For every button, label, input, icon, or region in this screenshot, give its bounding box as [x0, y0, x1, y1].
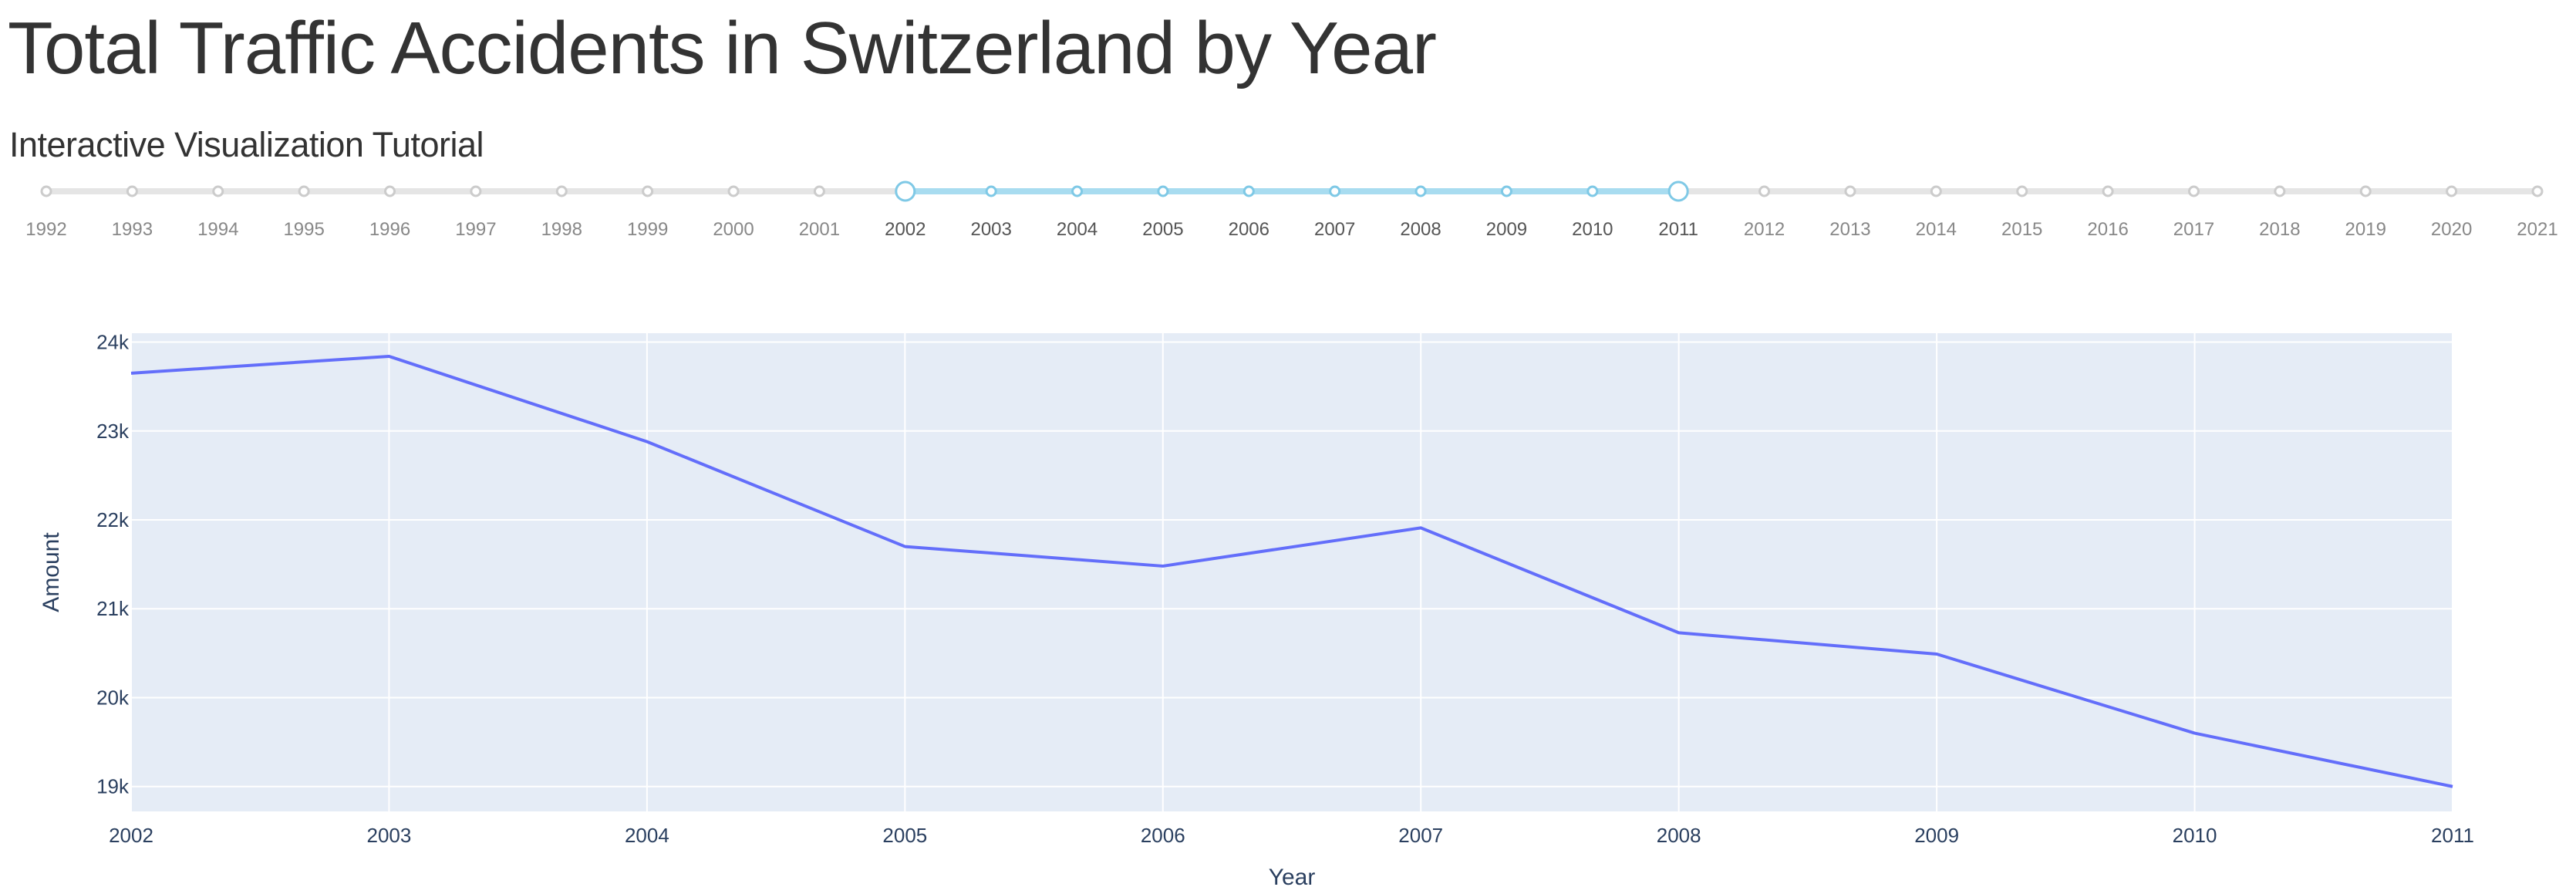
x-axis-title: Year [1269, 865, 1316, 887]
x-tick-label: 2005 [882, 824, 927, 847]
slider-tick-label[interactable]: 2011 [1658, 219, 1698, 240]
slider-tick[interactable] [298, 185, 310, 197]
y-tick-label: 21k [96, 597, 130, 620]
slider-tick[interactable] [642, 185, 654, 197]
x-tick-label: 2007 [1398, 824, 1443, 847]
y-tick-label: 19k [96, 775, 130, 798]
slider-tick-label[interactable]: 2019 [2345, 219, 2386, 240]
slider-tick-label[interactable]: 2001 [799, 219, 840, 240]
slider-tick-label[interactable]: 1999 [627, 219, 668, 240]
slider-tick-label[interactable]: 2006 [1229, 219, 1269, 240]
slider-tick[interactable] [2446, 185, 2458, 197]
slider-tick-label[interactable]: 1998 [541, 219, 582, 240]
slider-tick-label[interactable]: 1996 [369, 219, 410, 240]
data-point[interactable] [383, 351, 394, 362]
slider-tick[interactable] [1071, 185, 1084, 197]
slider-tick[interactable] [1930, 185, 1942, 197]
slider-tick[interactable] [2531, 185, 2544, 197]
data-point[interactable] [2447, 781, 2458, 792]
slider-tick[interactable] [1157, 185, 1169, 197]
slider-tick-label[interactable]: 2008 [1400, 219, 1441, 240]
slider-tick-label[interactable]: 2020 [2431, 219, 2472, 240]
slider-end-handle[interactable] [1667, 180, 1689, 202]
slider-tick-label[interactable]: 1997 [455, 219, 496, 240]
data-point[interactable] [2190, 728, 2200, 739]
y-tick-label: 24k [96, 331, 130, 354]
slider-tick[interactable] [2274, 185, 2286, 197]
slider-tick-label[interactable]: 2002 [885, 219, 926, 240]
y-tick-label: 20k [96, 686, 130, 709]
page-title: Total Traffic Accidents in Switzerland b… [8, 7, 1437, 89]
line-chart: 2002 2003 2004 2005 2006 2007 2008 2009 2010 2011… [39, 331, 2474, 887]
data-point[interactable] [1415, 522, 1426, 533]
x-tick-label: 2006 [1141, 824, 1185, 847]
slider-tick[interactable] [1329, 185, 1341, 197]
slider-tick-label[interactable]: 2000 [713, 219, 754, 240]
slider-tick-label[interactable]: 2021 [2517, 219, 2557, 240]
slider-tick[interactable] [1500, 185, 1512, 197]
slider-tick[interactable] [1414, 185, 1427, 197]
series-line [130, 354, 2453, 788]
y-axis-title: Amount [39, 532, 64, 612]
slider-tick[interactable] [555, 185, 568, 197]
y-tick-label: 22k [96, 508, 130, 531]
slider-tick-label[interactable]: 2009 [1486, 219, 1527, 240]
slider-tick[interactable] [2016, 185, 2028, 197]
plot-area [131, 333, 2453, 811]
slider-tick-label[interactable]: 2003 [970, 219, 1011, 240]
x-tick-label: 2008 [1657, 824, 1701, 847]
x-tick-label: 2010 [2173, 824, 2217, 847]
slider-tick-label[interactable]: 2004 [1057, 219, 1097, 240]
slider-tick-label[interactable]: 1994 [197, 219, 238, 240]
x-tick-label: 2009 [1914, 824, 1959, 847]
slider-tick[interactable] [727, 185, 740, 197]
data-point[interactable] [1674, 627, 1684, 638]
slider-tick[interactable] [985, 185, 997, 197]
slider-tick[interactable] [126, 185, 138, 197]
x-tick-label: 2004 [625, 824, 669, 847]
slider-tick-label[interactable]: 2012 [1744, 219, 1785, 240]
slider-tick-label[interactable]: 2017 [2173, 219, 2214, 240]
slider-tick-label[interactable]: 2005 [1142, 219, 1183, 240]
slider-tick[interactable] [384, 185, 396, 197]
data-point[interactable] [1931, 649, 1942, 659]
data-point[interactable] [1158, 561, 1168, 572]
slider-tick-label[interactable]: 1992 [25, 219, 66, 240]
slider-tick-label[interactable]: 2013 [1829, 219, 1870, 240]
slider-tick[interactable] [2102, 185, 2114, 197]
slider-tick[interactable] [40, 185, 52, 197]
data-point[interactable] [126, 368, 137, 379]
slider-tick-label[interactable]: 2016 [2087, 219, 2128, 240]
slider-tick[interactable] [813, 185, 825, 197]
slider-tick-label[interactable]: 1993 [112, 219, 153, 240]
slider-start-handle[interactable] [895, 180, 916, 202]
slider-tick-label[interactable]: 2014 [1916, 219, 1957, 240]
slider-tick-label[interactable]: 2007 [1314, 219, 1355, 240]
slider-tick[interactable] [2187, 185, 2200, 197]
slider-tick-label[interactable]: 1995 [283, 219, 324, 240]
y-tick-label: 23k [96, 420, 130, 443]
slider-tick[interactable] [1758, 185, 1771, 197]
slider-tick-label[interactable]: 2010 [1572, 219, 1613, 240]
slider-tick[interactable] [1586, 185, 1599, 197]
slider-tick[interactable] [1242, 185, 1255, 197]
x-tick-label: 2003 [367, 824, 412, 847]
slider-tick[interactable] [2359, 185, 2372, 197]
data-point[interactable] [642, 437, 652, 447]
data-point[interactable] [899, 541, 910, 552]
page-subtitle: Interactive Visualization Tutorial [9, 125, 484, 164]
slider-tick[interactable] [470, 185, 482, 197]
slider-tick-label[interactable]: 2018 [2259, 219, 2300, 240]
slider-tick-label[interactable]: 2015 [2001, 219, 2042, 240]
slider-tick[interactable] [1844, 185, 1856, 197]
year-range-slider[interactable]: 1992 1993 1994 1995 1996 1997 1998 1999 2000 2001… [0, 166, 2576, 251]
x-tick-label: 2011 [2431, 824, 2474, 847]
slider-tick[interactable] [212, 185, 224, 197]
x-tick-label: 2002 [109, 824, 153, 847]
